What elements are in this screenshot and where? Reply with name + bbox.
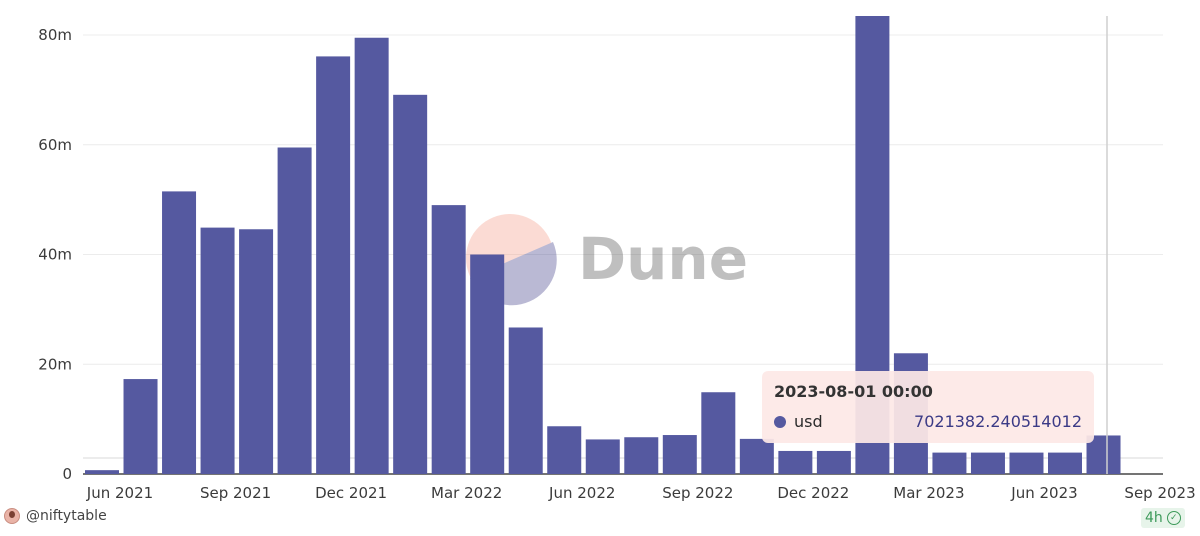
bar[interactable]	[162, 191, 197, 475]
x-tick-label: Jun 2021	[86, 484, 153, 502]
freshness-badge[interactable]: 4h ✓	[1141, 508, 1185, 528]
bar[interactable]	[354, 37, 389, 475]
bar[interactable]	[662, 435, 697, 474]
y-tick-label: 80m	[38, 26, 72, 44]
watermark-text: Dune	[578, 225, 748, 293]
tooltip-value: 7021382.240514012	[914, 412, 1082, 431]
x-tick-label: Sep 2023	[1124, 484, 1195, 502]
y-tick-label: 60m	[38, 136, 72, 154]
tooltip-row: usd 7021382.240514012	[774, 412, 1082, 431]
bar[interactable]	[1086, 435, 1121, 474]
tooltip-title: 2023-08-01 00:00	[774, 382, 933, 401]
x-axis: Jun 2021 Sep 2021 Dec 2021 Mar 2022 Jun 2022…	[86, 484, 1196, 502]
bars	[85, 16, 1121, 475]
x-tick-label: Sep 2021	[200, 484, 271, 502]
y-tick-label: 0	[62, 465, 72, 483]
avatar	[4, 508, 20, 524]
check-circle-icon: ✓	[1166, 511, 1181, 525]
bar[interactable]	[85, 470, 119, 474]
x-tick-label: Jun 2023	[1010, 484, 1077, 502]
bar[interactable]	[508, 327, 543, 474]
bar[interactable]	[739, 438, 774, 474]
author-credit[interactable]: @niftytable	[4, 508, 107, 524]
bar[interactable]	[123, 379, 158, 474]
series-dot-icon	[774, 415, 786, 428]
x-tick-label: Mar 2022	[431, 484, 502, 502]
x-tick-label: Mar 2023	[893, 484, 964, 502]
bar[interactable]	[547, 426, 582, 474]
tooltip-series-label: usd	[794, 412, 823, 431]
x-tick-label: Dec 2021	[315, 484, 387, 502]
bar[interactable]	[200, 227, 235, 474]
dune-watermark: Dune	[466, 214, 748, 306]
bar[interactable]	[239, 229, 274, 474]
bar[interactable]	[970, 452, 1005, 474]
bar[interactable]	[316, 56, 351, 475]
x-tick-label: Sep 2022	[662, 484, 733, 502]
bar[interactable]	[585, 439, 620, 474]
bar[interactable]	[393, 94, 428, 474]
bar[interactable]	[816, 450, 851, 474]
y-axis: 0 20m 40m 60m 80m	[38, 26, 72, 483]
bar[interactable]	[1009, 452, 1044, 474]
x-tick-label: Jun 2022	[548, 484, 615, 502]
bar[interactable]	[624, 437, 659, 474]
hover-tooltip: 2023-08-01 00:00 usd 7021382.240514012	[762, 371, 1094, 443]
bar[interactable]	[431, 205, 466, 475]
bar[interactable]	[1048, 452, 1082, 474]
bar[interactable]	[701, 392, 736, 474]
bar[interactable]	[470, 254, 505, 475]
y-tick-label: 20m	[38, 355, 72, 373]
freshness-label: 4h	[1145, 510, 1163, 526]
bar[interactable]	[932, 452, 967, 474]
x-tick-label: Dec 2022	[777, 484, 849, 502]
bar[interactable]	[778, 450, 813, 474]
author-name[interactable]: @niftytable	[26, 508, 107, 524]
bar[interactable]	[277, 147, 312, 474]
y-tick-label: 40m	[38, 246, 72, 264]
